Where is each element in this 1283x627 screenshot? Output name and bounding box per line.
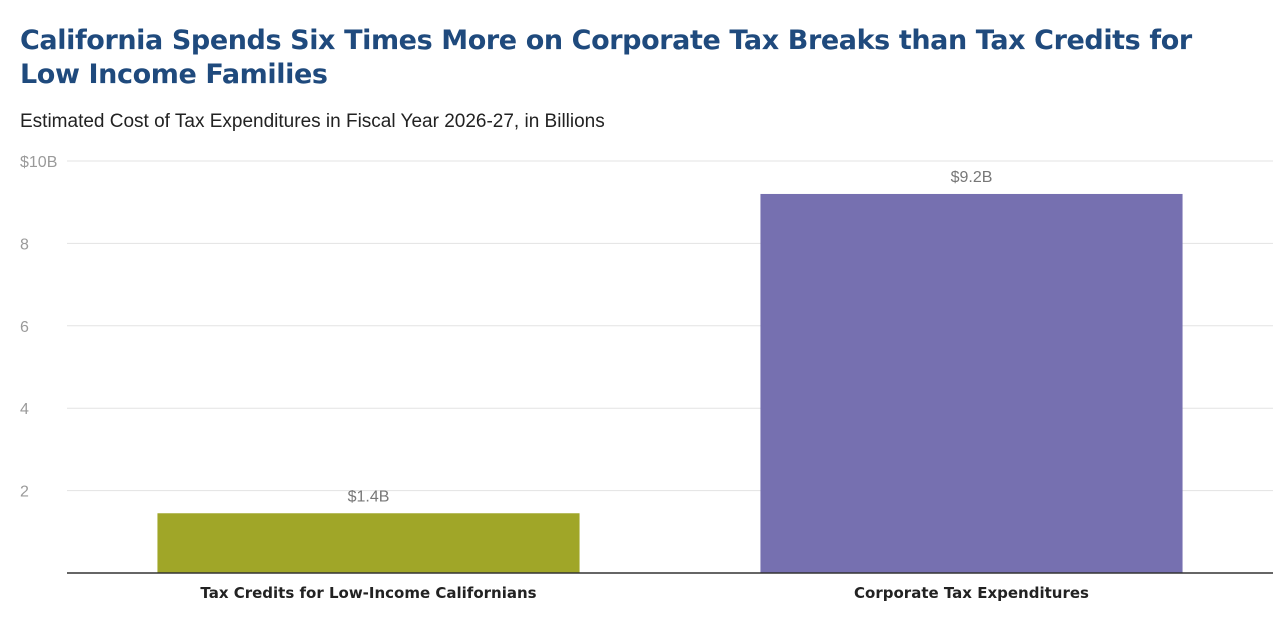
- bar: [157, 513, 580, 573]
- y-tick-label: 2: [20, 484, 29, 501]
- y-tick-label: 8: [20, 236, 29, 253]
- y-tick-label: $10B: [20, 154, 57, 171]
- y-tick-label: 4: [20, 401, 29, 418]
- chart-subtitle: Estimated Cost of Tax Expenditures in Fi…: [20, 111, 605, 132]
- data-label: $9.2B: [951, 169, 993, 186]
- x-category-label: Tax Credits for Low-Income Californians: [200, 584, 536, 602]
- bar: [760, 193, 1183, 573]
- x-category-label: Corporate Tax Expenditures: [854, 584, 1089, 602]
- data-label: $1.4B: [348, 488, 390, 505]
- chart-title: California Spends Six Times More on Corp…: [20, 25, 1192, 90]
- y-tick-label: 6: [20, 319, 29, 336]
